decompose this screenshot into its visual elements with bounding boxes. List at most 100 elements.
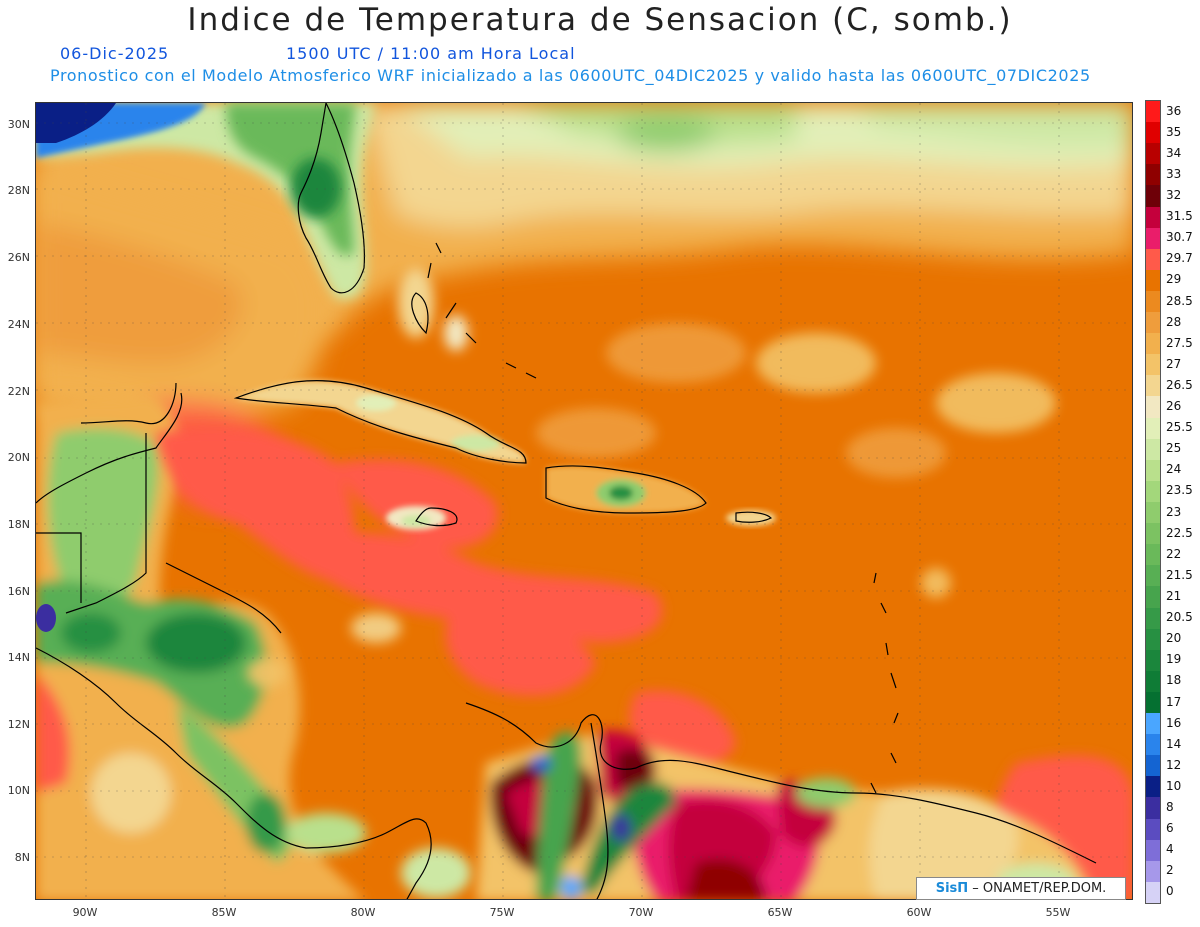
legend-swatch bbox=[1146, 354, 1160, 376]
legend-label: 21.5 bbox=[1166, 567, 1193, 582]
south-america bbox=[476, 730, 1096, 899]
legend-swatch bbox=[1146, 269, 1160, 292]
forecast-date: 06-Dic-2025 bbox=[60, 44, 170, 63]
latitude-label: 24N bbox=[7, 318, 30, 331]
legend-label: 27 bbox=[1166, 356, 1182, 371]
longitude-label: 90W bbox=[72, 906, 98, 919]
legend-swatch bbox=[1146, 755, 1160, 777]
bahamas bbox=[398, 268, 468, 351]
legend-swatch bbox=[1146, 502, 1160, 524]
jamaica bbox=[386, 506, 446, 530]
legend-label: 8 bbox=[1166, 800, 1174, 815]
legend-swatch bbox=[1146, 523, 1160, 545]
legend-swatch bbox=[1146, 459, 1160, 482]
legend-swatch bbox=[1146, 544, 1160, 566]
caribbean-light-spots bbox=[246, 323, 1056, 688]
legend-label: 16 bbox=[1166, 715, 1182, 730]
legend-swatch bbox=[1146, 164, 1160, 186]
legend-label: 21 bbox=[1166, 588, 1182, 603]
latitude-label: 16N bbox=[7, 585, 30, 598]
cuba bbox=[236, 380, 526, 463]
legend-label: 24 bbox=[1166, 462, 1182, 477]
cold-spot bbox=[36, 604, 56, 632]
latitude-label: 30N bbox=[7, 118, 30, 131]
legend-label: 35 bbox=[1166, 124, 1182, 139]
legend-swatch bbox=[1146, 248, 1160, 271]
legend-label: 34 bbox=[1166, 145, 1182, 160]
legend-swatch bbox=[1146, 839, 1160, 862]
legend-swatch bbox=[1146, 206, 1160, 229]
legend-swatch bbox=[1146, 881, 1160, 904]
legend-label: 25 bbox=[1166, 441, 1182, 456]
longitude-label: 75W bbox=[489, 906, 515, 919]
legend-swatch bbox=[1146, 670, 1160, 693]
legend-swatch bbox=[1146, 776, 1160, 798]
legend-label: 26.5 bbox=[1166, 377, 1193, 392]
forecast-time: 1500 UTC / 11:00 am Hora Local bbox=[286, 44, 576, 63]
legend-label: 23.5 bbox=[1166, 483, 1193, 498]
legend-label: 28.5 bbox=[1166, 293, 1193, 308]
legend-label: 25.5 bbox=[1166, 420, 1193, 435]
latitude-label: 20N bbox=[7, 451, 30, 464]
legend-swatch bbox=[1146, 586, 1160, 608]
legend-swatch bbox=[1146, 312, 1160, 334]
legend-swatch bbox=[1146, 607, 1160, 630]
longitude-label: 60W bbox=[906, 906, 932, 919]
legend-swatch bbox=[1146, 122, 1160, 144]
legend-label: 30.7 bbox=[1166, 230, 1193, 245]
legend-swatch bbox=[1146, 143, 1160, 165]
legend-swatch bbox=[1146, 628, 1160, 651]
legend-swatch bbox=[1146, 417, 1160, 440]
legend-swatch bbox=[1146, 691, 1160, 714]
legend-swatch bbox=[1146, 375, 1160, 397]
legend-swatch bbox=[1146, 227, 1160, 250]
legend-label: 6 bbox=[1166, 821, 1174, 836]
legend-swatch bbox=[1146, 396, 1160, 419]
longitude-label: 55W bbox=[1045, 906, 1071, 919]
legend-label: 32 bbox=[1166, 187, 1182, 202]
latitude-label: 22N bbox=[7, 385, 30, 398]
legend-label: 17 bbox=[1166, 694, 1182, 709]
legend-label: 14 bbox=[1166, 736, 1182, 751]
latitude-label: 8N bbox=[14, 851, 30, 864]
hispaniola bbox=[546, 465, 706, 513]
legend-label: 33 bbox=[1166, 166, 1182, 181]
graticule bbox=[36, 103, 1132, 899]
credit-box: SisΠ – ONAMET/REP.DOM. bbox=[916, 877, 1126, 900]
legend-swatch bbox=[1146, 860, 1160, 883]
legend-label: 18 bbox=[1166, 673, 1182, 688]
legend-label: 26 bbox=[1166, 399, 1182, 414]
legend-swatch bbox=[1146, 713, 1160, 735]
legend-label: 4 bbox=[1166, 842, 1174, 857]
legend-swatch bbox=[1146, 480, 1160, 503]
legend-swatch bbox=[1146, 185, 1160, 207]
legend-swatch bbox=[1146, 438, 1160, 461]
legend-swatch bbox=[1146, 734, 1160, 756]
latitude-label: 18N bbox=[7, 518, 30, 531]
legend-swatch bbox=[1146, 333, 1160, 355]
legend-swatch bbox=[1146, 290, 1160, 313]
legend-label: 29 bbox=[1166, 272, 1182, 287]
model-info: Pronostico con el Modelo Atmosferico WRF… bbox=[50, 66, 1091, 85]
legend-swatch bbox=[1146, 101, 1160, 123]
longitude-label: 65W bbox=[767, 906, 793, 919]
legend-label: 22 bbox=[1166, 546, 1182, 561]
legend-label: 20.5 bbox=[1166, 610, 1193, 625]
longitude-label: 85W bbox=[211, 906, 237, 919]
latitude-label: 28N bbox=[7, 184, 30, 197]
legend-label: 10 bbox=[1166, 778, 1182, 793]
legend-label: 0 bbox=[1166, 884, 1174, 899]
longitude-label: 70W bbox=[628, 906, 654, 919]
legend-label: 31.5 bbox=[1166, 209, 1193, 224]
legend-label: 28 bbox=[1166, 314, 1182, 329]
latitude-label: 14N bbox=[7, 651, 30, 664]
latitude-label: 12N bbox=[7, 718, 30, 731]
legend-swatch bbox=[1146, 797, 1160, 820]
central-america bbox=[36, 393, 471, 899]
legend-label: 36 bbox=[1166, 103, 1182, 118]
legend-label: 2 bbox=[1166, 863, 1174, 878]
legend-swatch bbox=[1146, 818, 1160, 841]
longitude-label: 80W bbox=[350, 906, 376, 919]
latitude-label: 10N bbox=[7, 784, 30, 797]
map-canvas bbox=[36, 103, 1132, 899]
